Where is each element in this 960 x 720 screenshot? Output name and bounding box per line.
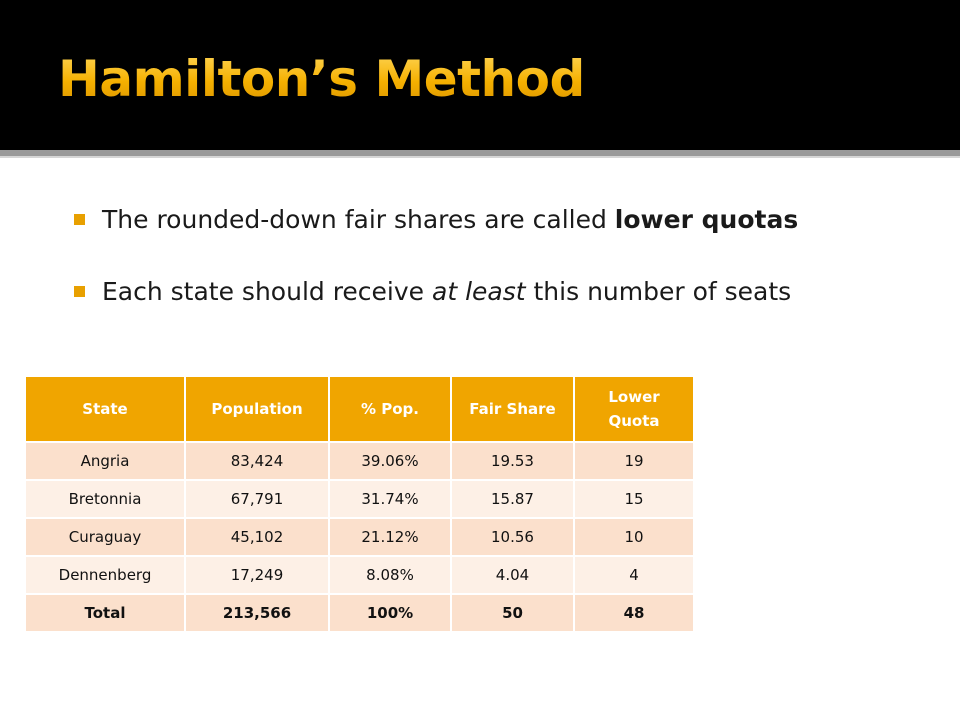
bullet-text: The rounded-down fair shares are called: [102, 205, 615, 234]
bullet-emphasis-bold: lower quotas: [614, 205, 799, 234]
cell-population: 45,102: [184, 517, 330, 557]
cell-state: Bretonnia: [24, 479, 186, 519]
header-fair-share: Fair Share: [450, 375, 575, 443]
cell-fair-share: 10.56: [450, 517, 575, 557]
cell-population: 83,424: [184, 441, 330, 481]
square-bullet-icon: [74, 286, 85, 297]
cell-fair-share: 19.53: [450, 441, 575, 481]
cell-state: Angria: [24, 441, 186, 481]
table-row: Angria 83,424 39.06% 19.53 19: [24, 441, 695, 481]
bullet-list: The rounded-down fair shares are called …: [74, 198, 934, 342]
slide-title: Hamilton’s Method: [58, 50, 585, 108]
cell-lower-quota: 15: [573, 479, 695, 519]
cell-population: 213,566: [184, 593, 330, 633]
title-divider-highlight: [0, 156, 960, 158]
cell-fair-share: 15.87: [450, 479, 575, 519]
cell-state: Dennenberg: [24, 555, 186, 595]
cell-percent-pop: 100%: [328, 593, 452, 633]
square-bullet-icon: [74, 214, 85, 225]
cell-lower-quota: 10: [573, 517, 695, 557]
bullet-item: Each state should receive at least this …: [74, 270, 934, 314]
header-state: State: [24, 375, 186, 443]
cell-percent-pop: 31.74%: [328, 479, 452, 519]
header-population: Population: [184, 375, 330, 443]
cell-population: 17,249: [184, 555, 330, 595]
table-row: Curaguay 45,102 21.12% 10.56 10: [24, 517, 695, 557]
title-divider: [0, 150, 960, 156]
table-row: Dennenberg 17,249 8.08% 4.04 4: [24, 555, 695, 595]
bullet-text: Each state should receive: [102, 277, 433, 306]
header-lower-quota-line1: Lower: [608, 388, 660, 406]
cell-lower-quota: 19: [573, 441, 695, 481]
table-total-row: Total 213,566 100% 50 48: [24, 593, 695, 633]
header-percent-pop: % Pop.: [328, 375, 452, 443]
cell-population: 67,791: [184, 479, 330, 519]
cell-percent-pop: 21.12%: [328, 517, 452, 557]
bullet-emphasis-italic: at least: [432, 277, 526, 306]
header-lower-quota: Lower Quota: [573, 375, 695, 443]
cell-lower-quota: 48: [573, 593, 695, 633]
cell-state: Curaguay: [24, 517, 186, 557]
cell-lower-quota: 4: [573, 555, 695, 595]
title-band: Hamilton’s Method: [0, 0, 960, 150]
cell-fair-share: 50: [450, 593, 575, 633]
header-lower-quota-line2: Quota: [608, 412, 660, 430]
cell-percent-pop: 39.06%: [328, 441, 452, 481]
cell-fair-share: 4.04: [450, 555, 575, 595]
cell-state: Total: [24, 593, 186, 633]
bullet-item: The rounded-down fair shares are called …: [74, 198, 934, 242]
cell-percent-pop: 8.08%: [328, 555, 452, 595]
table-header-row: State Population % Pop. Fair Share Lower…: [24, 375, 695, 443]
bullet-text-tail: this number of seats: [525, 277, 792, 306]
quota-table: State Population % Pop. Fair Share Lower…: [24, 375, 695, 633]
table-row: Bretonnia 67,791 31.74% 15.87 15: [24, 479, 695, 519]
